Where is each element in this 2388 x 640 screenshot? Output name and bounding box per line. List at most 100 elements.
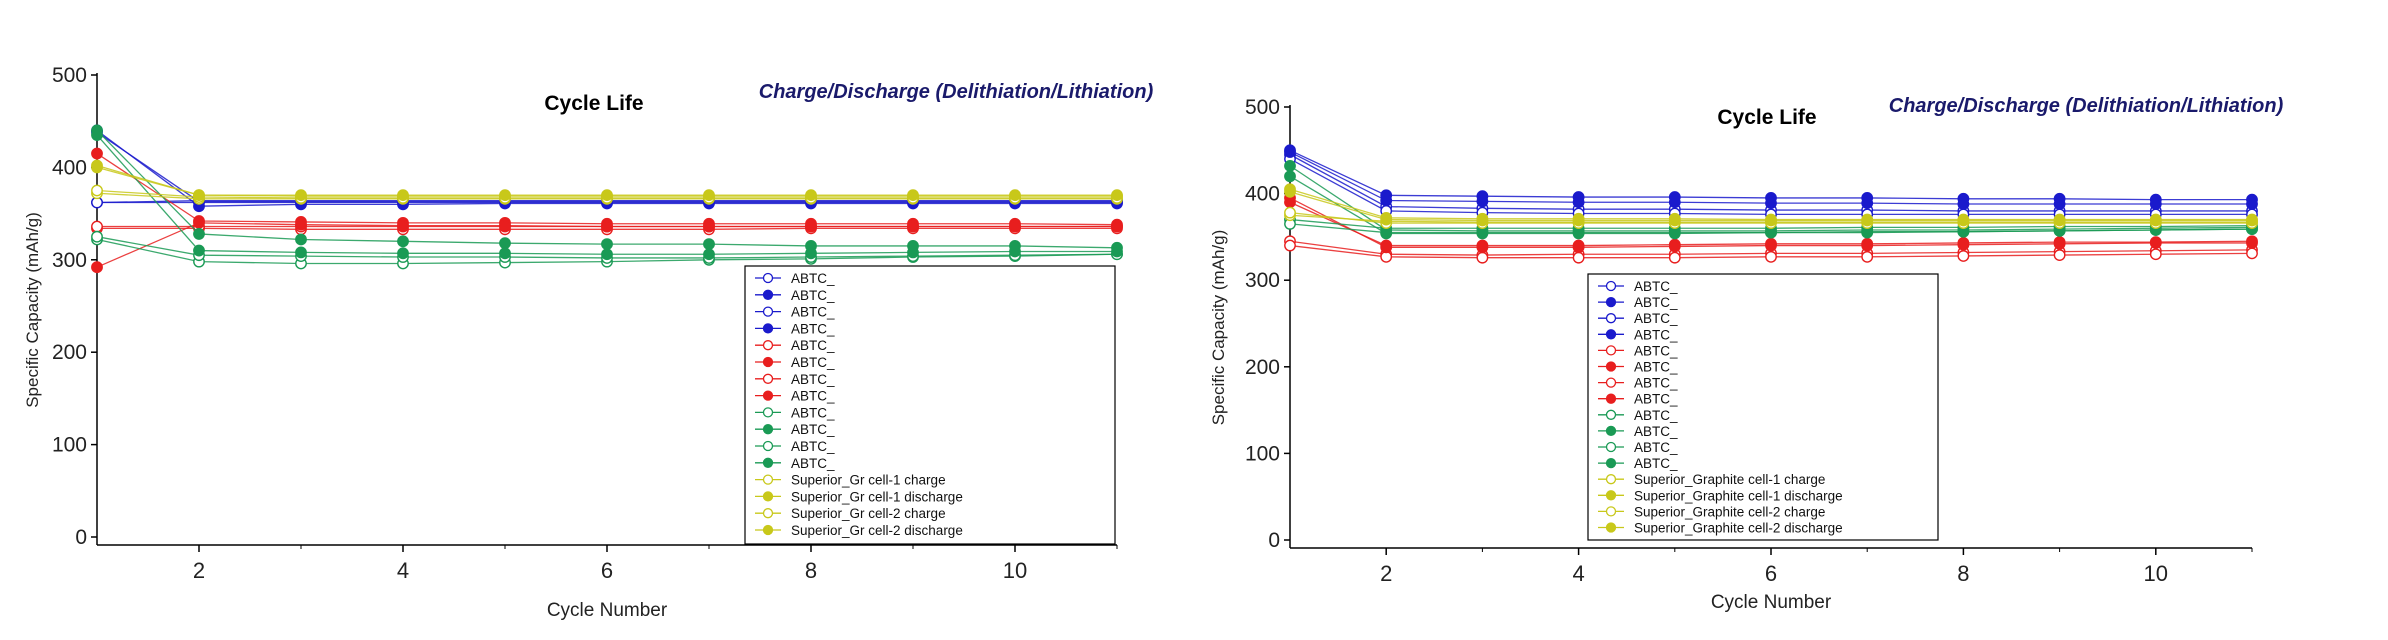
series-6 (91, 147, 1123, 231)
data-point (91, 230, 103, 243)
legend-marker (1605, 457, 1617, 469)
data-point (1668, 214, 1681, 227)
legend-marker (1605, 377, 1617, 388)
data-point (193, 189, 205, 202)
data-point (91, 147, 103, 160)
legend-marker (762, 440, 774, 452)
data-point (1765, 214, 1777, 227)
series-2 (1284, 144, 2258, 206)
data-point (1380, 213, 1393, 226)
legend-marker (762, 272, 774, 284)
legend-label: ABTC_ (791, 439, 835, 454)
legend-marker (762, 407, 774, 418)
y-tick-label: 300 (52, 249, 87, 272)
x-tick-label: 6 (1765, 561, 1777, 586)
series-3 (1284, 153, 2258, 221)
data-point (2246, 214, 2258, 227)
series-12 (91, 129, 1123, 261)
data-point (1957, 198, 1970, 210)
data-point (1284, 206, 1296, 219)
legend-label: ABTC_ (791, 321, 835, 336)
legend-label: ABTC_ (791, 288, 835, 303)
y-tick-label: 200 (1245, 356, 1280, 379)
series-7 (1284, 239, 2258, 264)
legend: ABTC_ABTC_ABTC_ABTC_ABTC_ABTC_ABTC_ABTC_… (744, 265, 1116, 545)
chart-title: Cycle Life (1717, 106, 1816, 129)
chart-subtitle: Charge/Discharge (Delithiation/Lithiatio… (759, 81, 1154, 103)
y-tick-label: 500 (1245, 96, 1280, 119)
legend-marker (1605, 393, 1617, 404)
data-point (1572, 214, 1585, 227)
data-point (1572, 196, 1585, 209)
data-point (703, 220, 715, 233)
legend-label: ABTC_ (1634, 360, 1678, 375)
data-point (1380, 241, 1393, 254)
data-point (1111, 245, 1123, 258)
data-point (499, 237, 511, 250)
legend-label: ABTC_ (791, 372, 835, 387)
legend-marker (762, 491, 774, 502)
legend-marker (1605, 313, 1617, 324)
x-tick-label: 6 (601, 558, 613, 583)
data-point (2149, 214, 2162, 227)
x-tick-label: 2 (1380, 561, 1392, 586)
data-point (1284, 239, 1296, 252)
chart-1: 0 100 200 300 400 500 2 4 6 8 10 Cycle Number Specif… (23, 64, 1154, 621)
data-point (1668, 227, 1681, 240)
legend-label: ABTC_ (1634, 295, 1678, 310)
data-point (601, 220, 613, 233)
data-point (601, 189, 613, 202)
legend-label: Superior_Gr cell-1 charge (791, 473, 946, 488)
data-point (1009, 245, 1021, 258)
data-point (1476, 214, 1489, 227)
data-point (703, 248, 715, 261)
data-point (1284, 146, 1296, 158)
legend-label: ABTC_ (791, 422, 835, 437)
data-point (1668, 251, 1681, 264)
legend-label: Superior_Graphite cell-1 discharge (1634, 488, 1843, 503)
series-8 (91, 216, 1123, 274)
legend-marker (1605, 506, 1617, 517)
data-point (805, 189, 817, 202)
legend-marker (762, 457, 774, 468)
data-point (499, 219, 511, 232)
y-tick-label: 0 (1268, 529, 1280, 552)
legend-marker (762, 508, 774, 519)
data-point (91, 184, 103, 197)
legend-marker (762, 474, 774, 485)
legend-label: ABTC_ (791, 355, 835, 370)
data-point (907, 189, 919, 202)
data-point (2053, 214, 2066, 227)
series-16 (91, 159, 1123, 202)
data-point (295, 233, 307, 246)
data-point (1957, 214, 1970, 227)
data-point (703, 238, 715, 250)
data-point (703, 189, 715, 202)
data-point (1765, 250, 1777, 263)
legend-label: ABTC_ (1634, 456, 1678, 471)
data-point (295, 246, 307, 259)
data-point (1861, 214, 1874, 227)
legend-label: ABTC_ (1634, 327, 1678, 342)
data-point (397, 247, 409, 260)
data-point (193, 244, 205, 257)
y-tick-label: 200 (52, 341, 87, 364)
data-point (1380, 227, 1393, 240)
legend-marker (1605, 409, 1617, 420)
data-point (499, 247, 511, 260)
legend-label: ABTC_ (1634, 392, 1678, 407)
x-tick-label: 10 (2144, 561, 2168, 586)
data-point (1009, 189, 1021, 202)
legend-label: ABTC_ (1634, 279, 1678, 294)
data-point (1476, 227, 1489, 240)
data-point (1111, 220, 1123, 233)
legend-label: ABTC_ (1634, 424, 1678, 439)
legend-label: ABTC_ (791, 305, 835, 320)
data-point (1957, 238, 1970, 251)
y-tick-label: 400 (52, 156, 87, 179)
data-point (2149, 248, 2162, 261)
y-axis-label: Specific Capacity (mAh/g) (1209, 230, 1228, 426)
legend-label: ABTC_ (791, 389, 835, 404)
data-point (805, 247, 817, 260)
